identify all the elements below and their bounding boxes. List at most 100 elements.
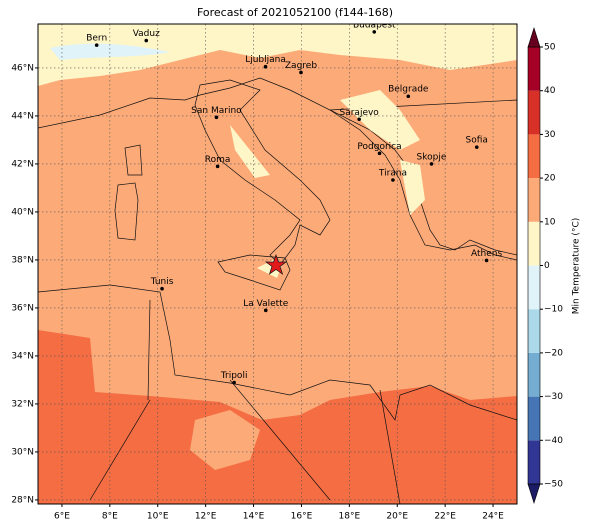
map-title: Forecast of 2021052100 (f144-168) xyxy=(197,6,393,19)
colorbar-band xyxy=(528,309,540,353)
city-label: La Valette xyxy=(243,299,288,309)
city-marker xyxy=(94,43,99,47)
event-star xyxy=(264,253,288,275)
sardinia xyxy=(114,182,139,241)
colorbar: −50 −40 −30 −20 −10 0 10 20 30 40 50 xyxy=(527,27,563,504)
city-marker xyxy=(215,164,220,169)
city-marker xyxy=(391,178,395,182)
pindus xyxy=(400,160,425,215)
axes: 6°E 8°E 10°E 12°E 14°E 16°E 18°E 20°E 22°E 24°E 28… xyxy=(11,63,504,521)
city-label: Budapest xyxy=(353,20,396,30)
alps-region xyxy=(50,43,170,60)
city-label: San Marino xyxy=(191,106,242,116)
colorbar-tick-label: −30 xyxy=(544,392,563,402)
x-tick-label: 18°E xyxy=(339,512,361,522)
x-tick-label: 16°E xyxy=(291,512,313,522)
apennines xyxy=(230,125,270,178)
x-tick-label: 14°E xyxy=(243,512,265,522)
city-label: Roma xyxy=(205,155,231,165)
colorbar-tick-label: −40 xyxy=(544,436,563,446)
colorbar-tick-label: 0 xyxy=(544,261,550,271)
colorbar-band xyxy=(528,396,540,441)
y-tick-label: 46°N xyxy=(11,63,34,73)
city-marker xyxy=(263,308,268,313)
sicily xyxy=(217,254,291,291)
colorbar-band xyxy=(528,47,540,91)
city-label: Vaduz xyxy=(133,29,160,39)
city-marker xyxy=(357,117,361,122)
colorbar-tick-label: 20 xyxy=(544,174,556,184)
x-tick-label: 24°E xyxy=(482,512,504,522)
corsica xyxy=(124,144,143,176)
city-label: Skopje xyxy=(417,152,447,162)
x-tick-label: 6°E xyxy=(54,512,70,522)
x-tick-label: 22°E xyxy=(434,512,456,522)
city-label: Ljubljana xyxy=(245,55,286,65)
colorbar-band xyxy=(528,90,540,135)
colorbar-tick-label: −50 xyxy=(544,480,563,490)
city-label: Tirana xyxy=(378,169,407,179)
map-frame xyxy=(37,23,518,505)
sea xyxy=(38,77,517,421)
colorbar-tick-label: 40 xyxy=(544,86,556,96)
city-label: Bern xyxy=(86,34,107,44)
y-tick-label: 44°N xyxy=(11,111,34,121)
colorbar-tick-label: −20 xyxy=(544,348,563,358)
borders xyxy=(89,299,401,504)
city-label: Zagreb xyxy=(285,61,317,71)
colorbar-label: Min Temperature (°C) xyxy=(572,218,582,315)
city-marker xyxy=(429,162,434,166)
y-tick-label: 40°N xyxy=(11,207,34,217)
colorbar-tick-label: −10 xyxy=(544,305,563,315)
dinaric-alps xyxy=(340,90,420,150)
colorbar-band xyxy=(528,221,540,266)
colorbar-band xyxy=(528,178,540,222)
city-marker xyxy=(377,151,382,156)
city-marker xyxy=(299,70,303,75)
city-marker xyxy=(263,64,268,69)
colorbar-band xyxy=(528,440,540,484)
city-marker xyxy=(406,94,411,99)
cool-region xyxy=(38,24,517,86)
city-label: Sofia xyxy=(466,136,488,146)
colorbar-tick-label: 30 xyxy=(544,130,556,140)
x-tick-label: 12°E xyxy=(195,512,217,522)
city-marker xyxy=(160,286,164,291)
colorbar-band xyxy=(528,134,540,179)
city-marker xyxy=(372,30,377,34)
colorbar-tick-label: 10 xyxy=(544,217,556,227)
city-label: Tripoli xyxy=(220,371,248,381)
y-tick-label: 38°N xyxy=(11,255,34,265)
city-label: Sarajevo xyxy=(340,108,380,118)
city-marker xyxy=(474,145,479,149)
y-tick-label: 34°N xyxy=(11,351,34,361)
colorbar-tick-label: 50 xyxy=(544,43,556,53)
italy xyxy=(194,79,331,266)
city-marker xyxy=(484,258,489,263)
x-tick-label: 8°E xyxy=(102,512,118,522)
colorbar-band xyxy=(528,352,540,397)
city-label: Belgrade xyxy=(388,85,429,95)
city-marker xyxy=(232,380,236,385)
city-label: Tunis xyxy=(150,277,174,287)
colorbar-band xyxy=(528,265,540,310)
colorbar-over xyxy=(527,27,541,48)
y-tick-label: 36°N xyxy=(11,303,34,313)
x-tick-label: 20°E xyxy=(386,512,408,522)
y-tick-label: 32°N xyxy=(11,399,34,409)
y-tick-label: 42°N xyxy=(11,159,34,169)
y-tick-label: 30°N xyxy=(11,447,34,457)
colorbar-under xyxy=(527,483,541,504)
x-tick-label: 10°E xyxy=(147,512,169,522)
city-label: Podgorica xyxy=(357,142,401,152)
city-label: Athens xyxy=(471,249,502,259)
grid xyxy=(38,24,517,504)
city-marker xyxy=(214,115,219,120)
balkans xyxy=(328,99,517,256)
city-marker xyxy=(144,38,149,43)
warm-region xyxy=(190,410,260,470)
y-tick-label: 28°N xyxy=(11,495,34,505)
